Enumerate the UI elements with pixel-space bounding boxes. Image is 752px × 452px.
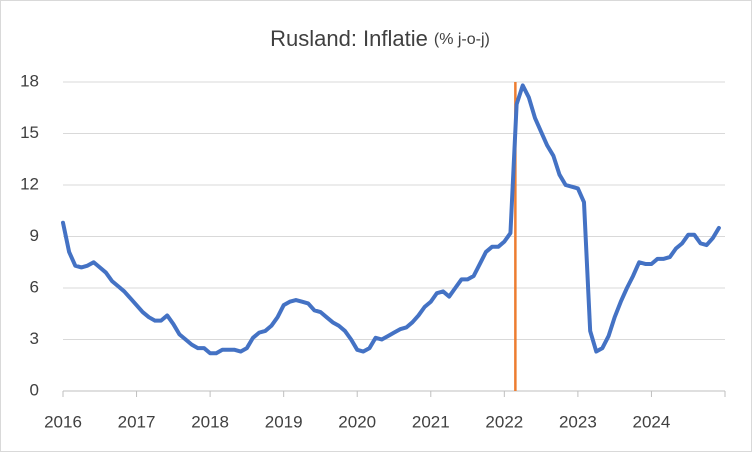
y-tick-label: 6 (30, 277, 39, 296)
y-tick-label: 12 (20, 174, 39, 193)
x-tick-label: 2020 (338, 412, 376, 431)
data-line (61, 83, 721, 356)
x-tick-label: 2022 (485, 412, 523, 431)
chart-subtitle: (% j-o-j) (434, 31, 490, 48)
x-tick-label: 2019 (265, 412, 303, 431)
x-tick-label: 2016 (44, 412, 82, 431)
chart-title: Rusland: Inflatie (270, 26, 428, 51)
x-tick-label: 2017 (118, 412, 156, 431)
y-tick-label: 18 (20, 71, 39, 90)
y-tick-label: 9 (30, 226, 39, 245)
y-tick-label: 15 (20, 123, 39, 142)
x-tick-label: 2024 (633, 412, 671, 431)
y-tick-label: 3 (30, 329, 39, 348)
x-tick-label: 2018 (191, 412, 229, 431)
x-tick-label: 2021 (412, 412, 450, 431)
y-tick-label: 0 (30, 380, 39, 399)
x-tick-label: 2023 (559, 412, 597, 431)
chart-title-group: Rusland: Inflatie (% j-o-j) (270, 26, 490, 51)
